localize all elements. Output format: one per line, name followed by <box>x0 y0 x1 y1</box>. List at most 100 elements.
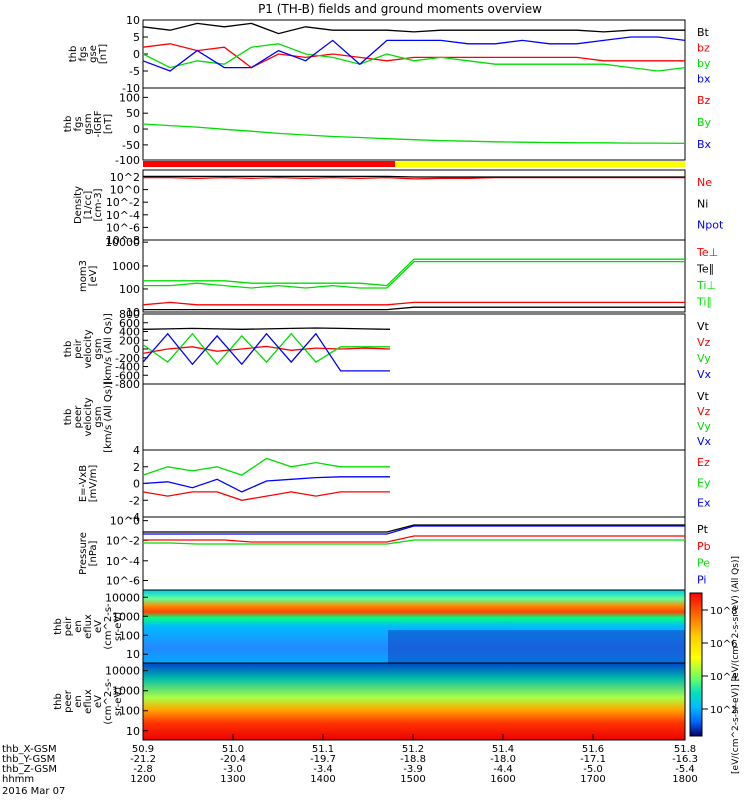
y-label-line: [cm-3] <box>93 188 104 221</box>
axis-row-value: -3.0 <box>223 764 243 775</box>
panel-frame-9 <box>142 662 686 741</box>
panel-frame-5 <box>142 383 686 451</box>
series-bz <box>142 43 685 69</box>
y-label-line: velocity <box>83 397 94 436</box>
plot-title: P1 (TH-B) fields and ground moments over… <box>258 2 542 16</box>
y-axis-label: mom3 [eV] <box>78 260 99 292</box>
y-tick-label: -50 <box>122 139 140 152</box>
axis-row-label: thb_Z-GSM <box>2 764 57 775</box>
legend-Vy: Vy <box>697 352 711 365</box>
y-label-line: gsm <box>93 406 104 427</box>
y-label-line: mom3 <box>78 260 89 292</box>
panel-frame-1 <box>142 87 686 161</box>
y-label-line: en <box>73 695 84 708</box>
y-tick-label: 400 <box>119 326 140 339</box>
series-Ez <box>142 491 390 501</box>
legend-Bt: Bt <box>697 26 710 39</box>
panel-frame-4 <box>142 313 686 385</box>
y-axis-label: thb peir velocity gsm [km/s (All Qs)] <box>63 313 114 385</box>
colorbar-gradient <box>689 592 703 737</box>
y-tick-label: 4 <box>133 444 140 457</box>
y-tick-label: 10 <box>126 306 140 319</box>
legend-Ni: Ni <box>697 197 708 210</box>
y-label-line: eflux <box>83 689 94 714</box>
y-label-line: peir <box>73 338 84 358</box>
y-label-line: velocity <box>83 329 94 368</box>
legend-By: By <box>697 116 712 129</box>
y-label-line: (cm^2-s- <box>103 678 114 725</box>
axis-row-value: -18.8 <box>400 754 426 765</box>
panel-5: thb peer velocity gsm [km/s (All Qs)] Vt Vz Vy V… <box>63 381 712 453</box>
axis-row-value: 1500 <box>400 774 425 785</box>
y-tick-label: 1000 <box>112 685 140 698</box>
y-tick-label: 10 <box>126 648 140 661</box>
legend-Vx: Vx <box>697 435 712 448</box>
legend-Ti∥: Ti∥ <box>696 296 712 309</box>
colorbar-tick-label: 10^4 <box>710 672 737 683</box>
time-axis: thb_X-GSM 50.9 51.0 51.1 51.2 51.4 51.6 51.8 thb… <box>2 734 698 797</box>
y-label-line: [mV/m] <box>88 465 99 503</box>
spectrogram-dark-region <box>388 630 685 663</box>
axis-row-value: 1600 <box>490 774 515 785</box>
axis-row-value: -5.4 <box>675 764 695 775</box>
y-tick-label: 10^-2 <box>106 534 140 547</box>
y-tick-label: 100 <box>119 705 140 718</box>
y-axis-label: Density [1/cc] [cm-3] <box>73 186 104 224</box>
y-tick-label: 10^-4 <box>106 555 140 568</box>
series-bx <box>142 36 686 72</box>
y-tick-label: 5 <box>133 31 140 44</box>
legend-bz: bz <box>697 42 710 55</box>
y-tick-label: 10^-8 <box>106 234 140 247</box>
y-label-line: [km/s (All Qs)] <box>103 381 114 453</box>
series-Vy <box>142 332 390 366</box>
y-label-line: gse <box>88 45 99 63</box>
y-label-line: thb <box>53 618 64 635</box>
y-tick-label: 100 <box>119 91 140 104</box>
series-Ey <box>142 457 390 476</box>
colorbar-tick-label: 10^6 <box>710 639 737 650</box>
y-tick-label: 50 <box>126 107 140 120</box>
y-tick-label: -400 <box>115 361 140 374</box>
y-tick-label: 10^-6 <box>106 575 140 588</box>
y-tick-label: 0 <box>133 343 140 356</box>
legend-bx: bx <box>697 73 711 86</box>
bar-red <box>143 161 395 167</box>
legend-Vz: Vz <box>697 336 711 349</box>
y-tick-label: 600 <box>119 317 140 330</box>
series-by <box>142 43 686 72</box>
axis-row-value: -18.0 <box>490 754 516 765</box>
y-tick-label: 1000 <box>112 260 140 273</box>
series-Pb <box>143 535 685 543</box>
axis-row-value: 51.6 <box>582 744 604 755</box>
panel-frame-0 <box>142 19 686 89</box>
y-tick-label: 0 <box>133 48 140 61</box>
series-Te∥ <box>143 306 685 311</box>
y-label-line: [nT] <box>103 114 114 134</box>
axis-row-value: 51.2 <box>402 744 424 755</box>
axis-row-value: 51.1 <box>312 744 334 755</box>
series-Ni <box>143 175 685 178</box>
axis-row-value: -19.7 <box>310 754 336 765</box>
axis-date: 2016 Mar 07 <box>2 786 65 797</box>
axis-row-value: 1200 <box>130 774 155 785</box>
y-tick-label: 10^-6 <box>106 221 140 234</box>
legend-Npot: Npot <box>697 219 724 232</box>
axis-row-value: 51.8 <box>674 744 696 755</box>
y-label-line: eflux <box>83 614 94 639</box>
y-tick-label: 2 <box>133 461 140 474</box>
legend-Vy: Vy <box>697 420 711 433</box>
legend-Ti⊥: Ti⊥ <box>696 279 716 292</box>
legend-Pi: Pi <box>697 573 706 586</box>
y-axis-label: E=-VxB [mV/m] <box>78 465 99 503</box>
y-tick-label: -200 <box>115 352 140 365</box>
y-label-line: [km/s (All Qs)] <box>103 313 114 385</box>
axis-row-label: thb_X-GSM <box>2 744 57 755</box>
series-Vx <box>142 332 390 372</box>
axis-row-value: -3.4 <box>313 764 333 775</box>
y-label-line: sr-eV) <box>113 612 124 641</box>
legend-Pe: Pe <box>697 557 710 570</box>
